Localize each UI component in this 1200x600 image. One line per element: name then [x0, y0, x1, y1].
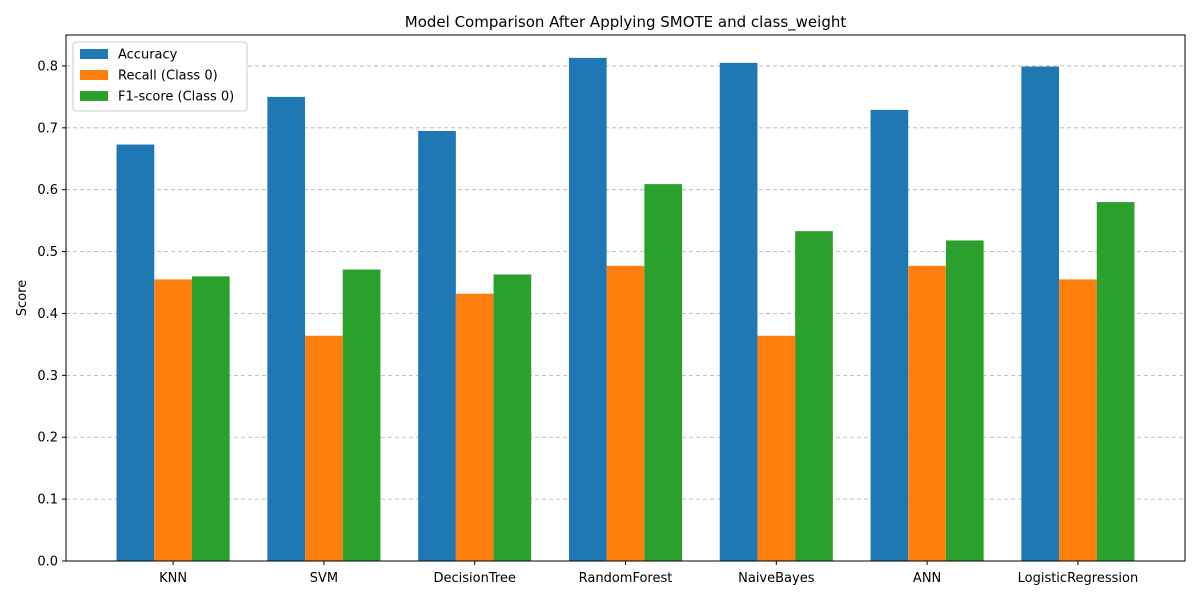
- bar: [757, 335, 796, 561]
- bar: [606, 265, 645, 561]
- bar: [455, 293, 494, 561]
- bar: [191, 276, 230, 561]
- chart-title: Model Comparison After Applying SMOTE an…: [405, 13, 847, 32]
- bar: [154, 279, 192, 561]
- legend-swatch: [80, 70, 108, 80]
- x-tick-label: NaiveBayes: [738, 571, 815, 586]
- legend-frame: [72, 41, 248, 112]
- x-axis: KNN SVM DecisionTree RandomForest NaiveBayes…: [159, 561, 1138, 586]
- bar: [267, 96, 306, 561]
- y-tick-label: 0.3: [37, 369, 58, 384]
- x-tick-label: RandomForest: [579, 571, 673, 586]
- y-tick-label: 0.8: [37, 59, 58, 74]
- y-tick-label: 0.1: [37, 493, 58, 508]
- bar: [870, 109, 909, 561]
- bar: [719, 62, 758, 562]
- bar: [1021, 66, 1060, 561]
- legend-swatch: [80, 49, 108, 59]
- bar: [1059, 279, 1097, 561]
- y-tick-label: 0.5: [37, 245, 58, 260]
- y-tick-label: 0.4: [37, 307, 58, 322]
- y-axis: 0.0 0.1 0.2 0.3 0.4 0.5 0.6 0.7 0.8: [37, 59, 66, 570]
- legend-label: Recall (Class 0): [118, 69, 218, 84]
- bar: [1096, 202, 1135, 562]
- x-tick-label: ANN: [913, 571, 941, 586]
- bar: [795, 231, 833, 561]
- y-tick-label: 0.0: [37, 555, 58, 570]
- bar: [644, 184, 683, 561]
- x-tick-label: KNN: [159, 571, 187, 586]
- bar: [418, 130, 456, 561]
- legend-label: Accuracy: [118, 48, 178, 63]
- bar: [342, 269, 381, 561]
- x-tick-label: DecisionTree: [433, 571, 515, 586]
- y-axis-title: Score: [15, 280, 30, 316]
- y-tick-label: 0.7: [37, 121, 58, 136]
- y-tick-label: 0.6: [37, 183, 58, 198]
- bar: [945, 240, 984, 562]
- legend: Accuracy Recall (Class 0) F1-score (Class …: [72, 41, 248, 112]
- y-tick-label: 0.2: [37, 431, 58, 446]
- bar: [568, 57, 607, 561]
- grid-lines: [66, 65, 1185, 500]
- bar: [305, 335, 343, 561]
- legend-swatch: [80, 91, 108, 101]
- x-tick-label: SVM: [310, 571, 338, 586]
- bar: [493, 274, 532, 561]
- bar: [908, 265, 946, 561]
- bars: [116, 57, 1135, 562]
- x-tick-label: LogisticRegression: [1018, 571, 1139, 586]
- bar: [116, 144, 155, 561]
- legend-label: F1-score (Class 0): [118, 90, 234, 105]
